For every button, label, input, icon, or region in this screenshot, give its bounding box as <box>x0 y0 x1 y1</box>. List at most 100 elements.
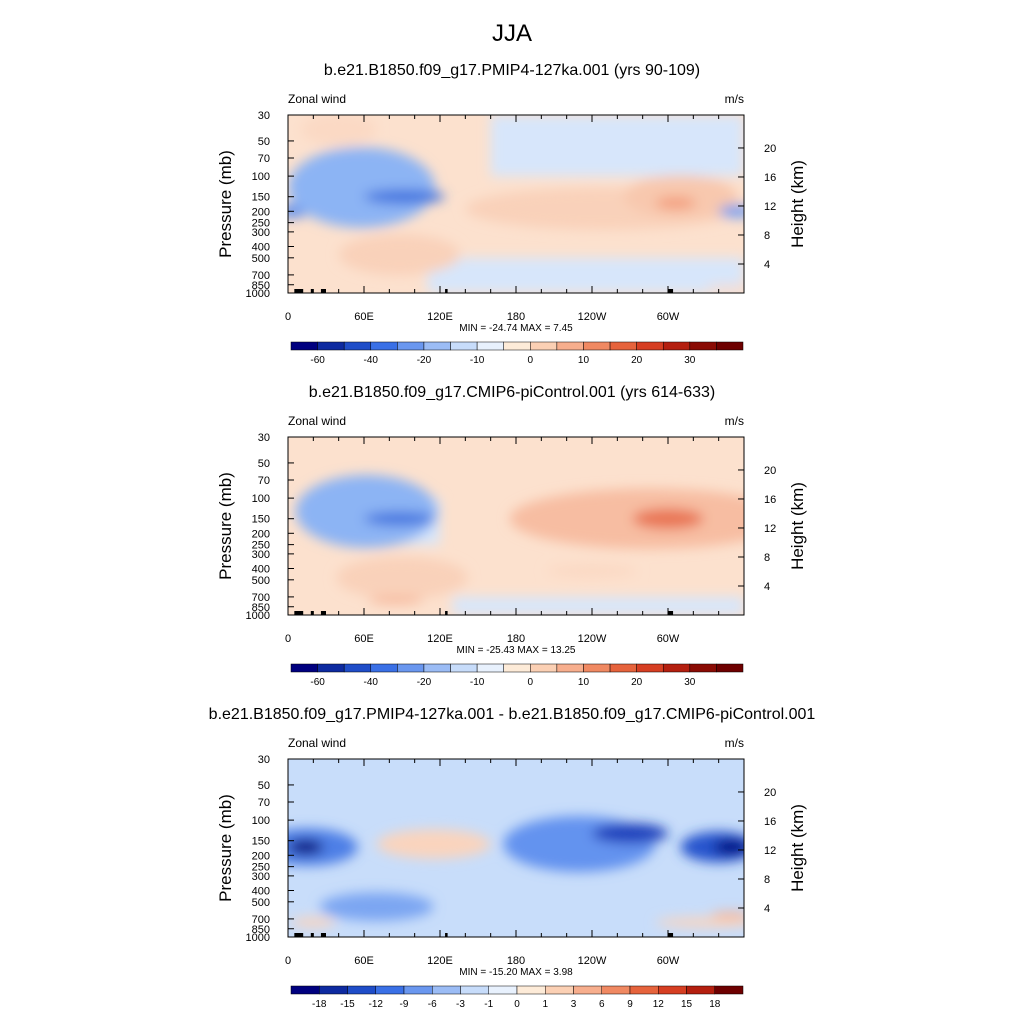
field-region <box>427 257 744 293</box>
colorbar-label: -18 <box>312 999 327 1010</box>
y-tick-label: 700 <box>252 592 270 604</box>
y2-tick-label: 12 <box>764 845 776 857</box>
colorbar-label: 18 <box>709 999 721 1010</box>
x-tick-label: 180 <box>507 955 525 967</box>
colorbar-swatch <box>319 985 348 995</box>
contour-region <box>706 284 744 291</box>
y2-tick-label: 4 <box>764 259 770 271</box>
panel-1-plot: Zonal wind m/s305070100150200250300400500… <box>216 92 807 366</box>
contour-region <box>546 563 638 579</box>
x-tick-label: 60W <box>657 311 680 323</box>
contour-region <box>718 204 744 218</box>
panel-3-title: b.e21.B1850.f09_g17.PMIP4-127ka.001 - b.… <box>208 706 816 723</box>
x-tick-label: 60W <box>657 955 680 967</box>
colorbar-swatch <box>609 663 637 673</box>
panel-3-plot: Zonal wind m/s305070100150200250300400500… <box>216 736 807 1010</box>
colorbar-swatch <box>609 341 637 351</box>
colorbar-swatch <box>573 985 602 995</box>
contour-region <box>364 511 435 526</box>
y2-tick-label: 16 <box>764 172 776 184</box>
y-tick-label: 1000 <box>246 288 270 300</box>
panel-2-plot: Zonal wind m/s305070100150200250300400500… <box>216 414 807 688</box>
colorbar-swatch <box>476 341 504 351</box>
topography-mark <box>445 611 448 615</box>
y-tick-label: 70 <box>258 797 270 809</box>
colorbar-label: -40 <box>364 677 379 688</box>
x-tick-label: 120W <box>578 311 607 323</box>
field-group <box>288 437 744 615</box>
units-label: m/s <box>725 414 744 428</box>
y-tick-label: 250 <box>252 218 270 230</box>
y-tick-label: 400 <box>252 241 270 253</box>
topography-mark <box>310 289 314 293</box>
colorbar-swatch <box>347 985 376 995</box>
y2-tick-label: 20 <box>764 465 776 477</box>
field-group <box>288 115 744 293</box>
field-group <box>288 759 744 937</box>
y-tick-label: 850 <box>252 602 270 614</box>
colorbar-label: -9 <box>400 999 409 1010</box>
contour-region <box>338 234 461 276</box>
colorbar-label: -6 <box>428 999 437 1010</box>
colorbar-label: -15 <box>340 999 355 1010</box>
colorbar-swatch <box>460 985 489 995</box>
y2-tick-label: 8 <box>764 230 770 242</box>
y-tick-label: 500 <box>252 575 270 587</box>
y-axis-label: Pressure (mb) <box>216 794 235 902</box>
colorbar-label: 30 <box>684 355 696 366</box>
topography-mark <box>320 933 326 937</box>
y-axis-label: Pressure (mb) <box>216 472 235 580</box>
units-label: m/s <box>725 736 744 750</box>
y-tick-label: 100 <box>252 493 270 505</box>
colorbar-swatch <box>636 341 664 351</box>
colorbar-label: 15 <box>681 999 693 1010</box>
y-tick-label: 150 <box>252 514 270 526</box>
topography-mark <box>668 933 674 937</box>
colorbar-label: -12 <box>369 999 384 1010</box>
min-max-label: MIN = -15.20 MAX = 3.98 <box>459 967 573 978</box>
y-tick-label: 50 <box>258 780 270 792</box>
y2-axis-label: Height (km) <box>788 482 807 570</box>
colorbar-label: 12 <box>653 999 665 1010</box>
contour-region <box>711 912 744 919</box>
contour-region <box>655 917 744 928</box>
figure-title: JJA <box>491 20 532 47</box>
units-label: m/s <box>725 92 744 106</box>
field-shading <box>288 115 744 293</box>
colorbar-swatch <box>397 663 425 673</box>
panel-2-title: b.e21.B1850.f09_g17.CMIP6-piControl.001 … <box>308 384 716 401</box>
colorbar-swatch <box>545 985 574 995</box>
contour-region <box>288 147 435 228</box>
colorbar-label: -10 <box>470 677 485 688</box>
colorbar-label: 0 <box>528 677 534 688</box>
colorbar-swatch <box>375 985 405 995</box>
x-tick-label: 120E <box>427 311 453 323</box>
y-tick-label: 400 <box>252 885 270 897</box>
topography-mark <box>320 289 326 293</box>
contour-region <box>509 488 744 549</box>
y2-tick-label: 12 <box>764 201 776 213</box>
colorbar-swatch <box>503 663 531 673</box>
y2-tick-label: 12 <box>764 523 776 535</box>
colorbar-label: -60 <box>310 355 325 366</box>
colorbar-swatch <box>290 341 318 351</box>
contour-region <box>632 508 704 529</box>
colorbar-label: 30 <box>684 677 696 688</box>
y-tick-label: 300 <box>252 227 270 239</box>
topography-mark <box>668 289 674 293</box>
colorbar-label: 10 <box>578 677 590 688</box>
colorbar-swatch <box>686 985 715 995</box>
contour-region <box>300 115 377 147</box>
field-region <box>490 115 744 177</box>
colorbar-swatch <box>343 341 372 351</box>
contour-region <box>290 917 337 928</box>
colorbar-swatch <box>583 341 611 351</box>
y-tick-label: 500 <box>252 897 270 909</box>
colorbar-swatch <box>370 341 398 351</box>
colorbar-swatch <box>488 985 518 995</box>
colorbar-swatch <box>450 663 478 673</box>
y-tick-label: 700 <box>252 914 270 926</box>
colorbar-label: -40 <box>364 355 379 366</box>
y2-tick-label: 20 <box>764 143 776 155</box>
colorbar-swatch <box>290 663 318 673</box>
